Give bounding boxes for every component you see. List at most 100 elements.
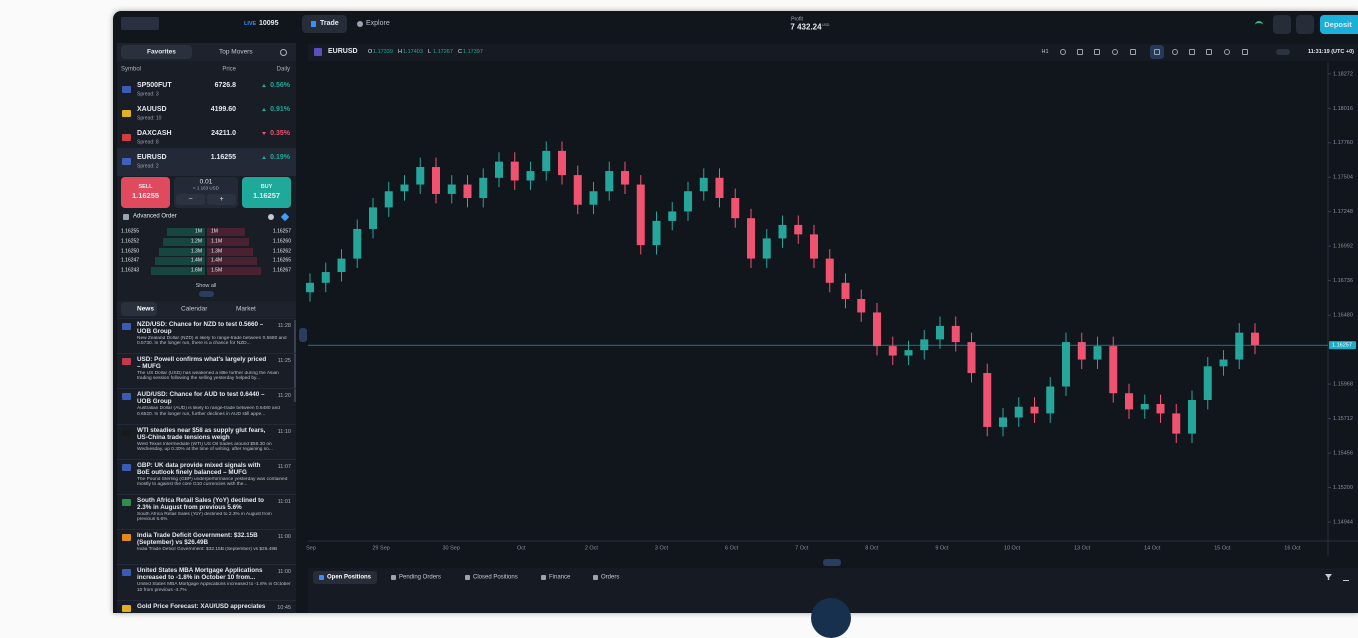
deposit-label[interactable]: Deposit xyxy=(1324,19,1352,29)
candle-body xyxy=(1109,346,1118,394)
candle-body xyxy=(967,342,976,374)
download-icon[interactable] xyxy=(1343,574,1349,581)
toolbar-icon[interactable] xyxy=(1172,49,1178,55)
toolbar-icon[interactable] xyxy=(1130,49,1136,55)
candle-body xyxy=(778,224,787,239)
news-tab-label[interactable]: Market xyxy=(236,305,256,313)
advanced-icon xyxy=(123,214,129,220)
resize-handle[interactable] xyxy=(823,559,841,566)
sell-price[interactable]: 1.16255 xyxy=(131,190,160,200)
candle-body xyxy=(384,191,393,208)
news-tab[interactable] xyxy=(121,302,157,316)
filter-icon[interactable] xyxy=(1325,574,1332,580)
x-tick-label: 8 Oct xyxy=(865,545,879,551)
volume-value: ≈ 1 163 USD xyxy=(193,185,219,191)
plus-label[interactable]: + xyxy=(219,195,224,203)
left-panel xyxy=(117,43,296,613)
toggle[interactable] xyxy=(1276,49,1290,55)
ask-price: 1.16265 xyxy=(272,257,291,264)
candle-body xyxy=(510,161,519,181)
news-title[interactable]: NZD/USD: Chance for NZD to test 0.5660 –… xyxy=(137,321,264,335)
ask-price: 1.16260 xyxy=(272,238,291,245)
toolbar-icon[interactable] xyxy=(1206,49,1212,55)
trade-tab-label[interactable]: Trade xyxy=(320,20,339,28)
top-movers-tab-label[interactable]: Top Movers xyxy=(219,48,253,56)
toolbar-icon[interactable] xyxy=(1224,49,1230,55)
search-icon[interactable] xyxy=(280,49,287,56)
daily-change: 0.91% xyxy=(270,106,290,114)
chart-header xyxy=(308,44,1358,61)
plus-button[interactable] xyxy=(207,194,236,205)
news-tab-label[interactable]: Calendar xyxy=(181,305,208,313)
candle-body xyxy=(1251,332,1259,346)
news-tab-label[interactable]: News xyxy=(137,305,154,313)
news-title[interactable]: AUD/USD: Chance for AUD to test 0.6440 –… xyxy=(137,391,265,406)
toolbar-icon[interactable] xyxy=(1189,49,1195,55)
advanced-order[interactable]: Advanced Order xyxy=(133,213,177,220)
bottom-tab[interactable]: Open Positions xyxy=(327,574,372,581)
candle-body xyxy=(558,150,566,176)
toolbar-icon[interactable] xyxy=(1060,49,1066,55)
price: 1.16255 xyxy=(210,154,236,162)
daily-change: 0.35% xyxy=(270,130,290,138)
favorites-tab-label[interactable]: Favorites xyxy=(147,48,176,56)
sell-button[interactable] xyxy=(121,177,170,208)
toolbar-icon[interactable] xyxy=(1094,49,1100,55)
news-summary: The US Dollar (USD) has weakened a littl… xyxy=(137,371,279,382)
candle-body xyxy=(1093,346,1102,360)
news-title[interactable]: WTI steadies near $58 as supply glut fea… xyxy=(137,426,266,441)
news-title[interactable]: GBP: UK data provide mixed signals with … xyxy=(137,461,261,476)
deposit-button[interactable] xyxy=(1320,15,1358,34)
buy-label[interactable]: BUY xyxy=(260,183,273,190)
timeframe[interactable]: H1 xyxy=(1041,48,1049,55)
bottom-tab[interactable]: Finance xyxy=(549,574,571,581)
news-title[interactable]: Gold Price Forecast: XAU/USD appreciates xyxy=(137,602,266,610)
toolbar-icon[interactable] xyxy=(1077,49,1083,55)
bell-button[interactable] xyxy=(1273,15,1291,34)
volume[interactable]: 0.01 xyxy=(199,178,213,186)
news-title[interactable]: South Africa Retail Sales (YoY) declined… xyxy=(137,497,265,511)
sidebar-toggle[interactable] xyxy=(299,328,307,342)
x-tick-label: 15 Oct xyxy=(1214,545,1231,551)
x-tick-label: 13 Oct xyxy=(1074,545,1091,551)
news-separator xyxy=(117,388,296,390)
news-title[interactable]: United States MBA Mortgage Applications … xyxy=(137,567,263,582)
last-price-label: 1.16257 xyxy=(1332,343,1352,349)
buy-button[interactable] xyxy=(242,177,291,208)
bottom-tab[interactable]: Closed Positions xyxy=(473,574,518,581)
toolbar-icon[interactable] xyxy=(1242,49,1248,55)
symbol[interactable]: XAUUSD xyxy=(137,106,167,114)
bottom-tab[interactable]: Pending Orders xyxy=(399,574,442,581)
buy-price[interactable]: 1.16257 xyxy=(252,190,281,200)
news-title[interactable]: India Trade Deficit Government: $32.15B … xyxy=(137,532,258,547)
active-tool xyxy=(1150,45,1164,59)
y-tick-label: 1.15968 xyxy=(1333,382,1353,388)
sell-label[interactable]: SELL xyxy=(138,183,153,190)
minus-button[interactable] xyxy=(176,194,205,205)
x-tick-label: 10 Oct xyxy=(1004,545,1021,551)
toolbar-icon[interactable] xyxy=(1154,49,1160,55)
account-type: LIVE xyxy=(244,20,257,27)
news-title[interactable]: USD: Powell confirms what's largely pric… xyxy=(137,356,267,371)
news-separator xyxy=(117,564,296,566)
bid-price: 1.16250 xyxy=(121,247,140,254)
chart-symbol[interactable]: EURUSD xyxy=(328,48,358,56)
bottom-tab[interactable]: Orders xyxy=(601,574,620,581)
candle-body xyxy=(321,272,330,283)
account-number[interactable]: 10095 xyxy=(259,20,279,28)
toolbar-icon[interactable] xyxy=(1112,49,1118,55)
open-positions-tab[interactable] xyxy=(313,571,377,584)
symbol[interactable]: SP500FUT xyxy=(137,82,172,90)
x-tick-label: Oct xyxy=(517,545,526,551)
minus-label[interactable]: − xyxy=(188,195,193,203)
show-all[interactable]: Show all xyxy=(195,282,217,289)
symbol[interactable]: EURUSD xyxy=(137,154,167,162)
explore-tab-label[interactable]: Explore xyxy=(366,20,390,28)
user-button[interactable] xyxy=(1296,15,1314,34)
trade-tab[interactable] xyxy=(302,15,347,33)
candle-body xyxy=(1125,393,1133,410)
news-time: 10:45 xyxy=(277,604,291,611)
symbol[interactable]: DAXCASH xyxy=(137,130,172,138)
trend-arrow xyxy=(262,108,266,111)
favorites-tab[interactable] xyxy=(121,45,192,59)
